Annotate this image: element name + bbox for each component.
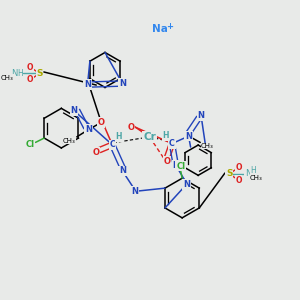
Text: O: O: [164, 157, 170, 166]
Text: N: N: [245, 169, 251, 178]
Text: N: N: [119, 79, 126, 88]
Text: S: S: [36, 69, 43, 78]
Text: N: N: [131, 187, 139, 196]
Text: N: N: [185, 131, 192, 140]
Text: C: C: [109, 140, 115, 149]
Text: +: +: [167, 22, 173, 31]
Text: N: N: [11, 69, 17, 78]
Text: CH₃: CH₃: [1, 74, 13, 80]
Text: Na: Na: [152, 24, 167, 34]
Text: H: H: [17, 69, 22, 78]
Text: H: H: [250, 167, 256, 176]
Text: CH₃: CH₃: [201, 143, 214, 149]
Text: N: N: [84, 80, 91, 89]
Text: Cl: Cl: [176, 161, 185, 170]
Text: Cr: Cr: [143, 132, 156, 142]
Text: N: N: [172, 160, 179, 169]
Text: N: N: [183, 180, 190, 189]
Text: O: O: [27, 75, 33, 84]
Text: S: S: [226, 169, 232, 178]
Text: O: O: [98, 118, 105, 127]
Text: O: O: [27, 62, 33, 71]
Text: O: O: [93, 148, 100, 157]
Text: O: O: [236, 163, 242, 172]
Text: O: O: [128, 123, 135, 132]
Text: O: O: [236, 176, 242, 185]
Text: H: H: [162, 131, 169, 140]
Text: N: N: [85, 125, 92, 134]
Text: N: N: [70, 106, 77, 115]
Text: C: C: [169, 139, 175, 148]
Text: CH₃: CH₃: [250, 175, 262, 181]
Text: H: H: [116, 132, 122, 141]
Text: N: N: [198, 111, 205, 120]
Text: Cl: Cl: [26, 140, 35, 149]
Text: N: N: [119, 167, 126, 176]
Text: CH₃: CH₃: [63, 138, 76, 144]
